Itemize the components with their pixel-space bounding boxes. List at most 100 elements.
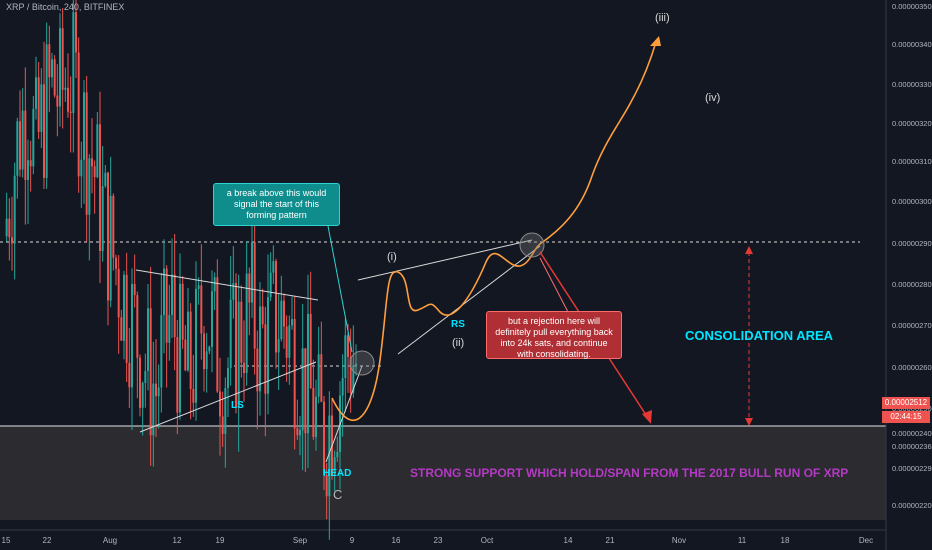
candle-body: [200, 285, 203, 334]
candle-body: [195, 288, 197, 403]
candle-body: [131, 284, 133, 388]
candle-body: [171, 274, 173, 315]
candle-body: [64, 87, 67, 90]
candle-body: [261, 306, 264, 325]
candle-body: [128, 362, 131, 388]
candle-body: [93, 166, 96, 178]
time-tick-label: 9: [350, 536, 355, 545]
candle-body: [307, 313, 309, 434]
candle-body: [83, 92, 85, 160]
candle-body: [264, 324, 267, 394]
price-tick-label: 0.00000290: [892, 239, 932, 248]
candle-body: [248, 273, 251, 303]
note-reject-callout[interactable]: but a rejection here will definitely pul…: [486, 311, 622, 359]
candle-body: [163, 268, 165, 316]
projection-arrowhead: [650, 36, 661, 46]
time-tick-label: 15: [2, 536, 11, 545]
candle-body: [5, 218, 8, 237]
candle-body: [27, 160, 29, 180]
candle-body: [205, 351, 208, 370]
candle-body: [197, 285, 200, 289]
price-tick-label: 0.00000260: [892, 363, 932, 372]
candle-body: [328, 415, 331, 497]
time-tick-label: 19: [216, 536, 225, 545]
candle-body: [51, 59, 53, 78]
candle-body: [99, 124, 101, 251]
countdown-tag: 02:44:15: [882, 411, 930, 423]
label-rs: RS: [451, 319, 465, 330]
time-tick-label: Dec: [859, 536, 873, 545]
price-tick-label: 0.00000240: [892, 429, 932, 438]
note-reject-pointer: [539, 257, 569, 313]
candle-body: [267, 297, 269, 394]
projection-path: [331, 41, 657, 421]
candle-body: [240, 301, 243, 363]
candle-body: [315, 396, 317, 437]
candle-body: [277, 339, 280, 353]
candle-body: [104, 172, 107, 187]
candle-body: [208, 346, 211, 352]
candle-body: [221, 416, 224, 435]
candle-body: [85, 92, 88, 215]
price-tick-label: 0.00000229: [892, 464, 932, 473]
candle-body: [61, 28, 64, 90]
time-tick-label: Aug: [103, 536, 117, 545]
candle-body: [288, 325, 291, 358]
rejection-circle: [519, 232, 545, 258]
candle-body: [107, 172, 109, 301]
candle-body: [272, 261, 275, 273]
head-wedge-line: [325, 365, 363, 463]
time-axis: 15 22 Aug 12 19 Sep 9 16 23 Oct 14 21 Nov 11 18 Dec: [2, 536, 874, 545]
candle-body: [256, 348, 259, 392]
candle-body: [224, 388, 227, 435]
channel-upper-line: [357, 239, 533, 281]
candle-body: [232, 282, 235, 300]
candle-body: [96, 124, 99, 178]
time-tick-label: 23: [434, 536, 443, 545]
candle-body: [32, 108, 35, 167]
candle-body: [312, 388, 315, 437]
candle-body: [91, 158, 93, 167]
price-tick-label: 0.00000340: [892, 40, 932, 49]
candle-body: [101, 186, 104, 251]
candle-body: [181, 283, 184, 340]
candle-body: [115, 257, 117, 269]
note-break-callout[interactable]: a break above this would signal the star…: [213, 183, 340, 226]
candle-body: [67, 87, 69, 112]
candle-body: [43, 84, 45, 179]
price-tick-label: 0.00000350: [892, 2, 932, 11]
candlestick-series: [5, 0, 357, 540]
candle-body: [211, 291, 213, 347]
consolidation-arrow-bottom: [745, 418, 753, 426]
candle-body: [325, 475, 328, 497]
candle-body: [355, 363, 357, 366]
label-wave-i: (i): [387, 251, 397, 263]
time-tick-label: 21: [606, 536, 615, 545]
candle-body: [299, 430, 301, 436]
candle-body: [19, 121, 21, 170]
candle-body: [275, 261, 277, 353]
candle-body: [123, 274, 125, 341]
candle-body: [216, 277, 219, 392]
price-tick-label: 0.00000300: [892, 197, 932, 206]
candle-body: [323, 401, 325, 476]
candle-body: [296, 428, 299, 436]
candle-body: [155, 383, 157, 397]
candle-body: [141, 382, 144, 408]
candle-body: [11, 237, 13, 244]
candle-body: [45, 44, 48, 179]
candle-body: [184, 339, 187, 371]
candle-body: [139, 357, 141, 408]
price-tick-label: 0.00000270: [892, 321, 932, 330]
candle-body: [283, 300, 285, 327]
candle-body: [189, 311, 192, 389]
candle-body: [293, 319, 296, 429]
candle-body: [349, 356, 352, 393]
triangle-upper-line: [135, 269, 319, 301]
time-tick-label: 12: [173, 536, 182, 545]
candle-body: [117, 268, 120, 318]
candle-body: [243, 362, 245, 374]
candle-body: [152, 383, 155, 436]
time-tick-label: Sep: [293, 536, 308, 545]
